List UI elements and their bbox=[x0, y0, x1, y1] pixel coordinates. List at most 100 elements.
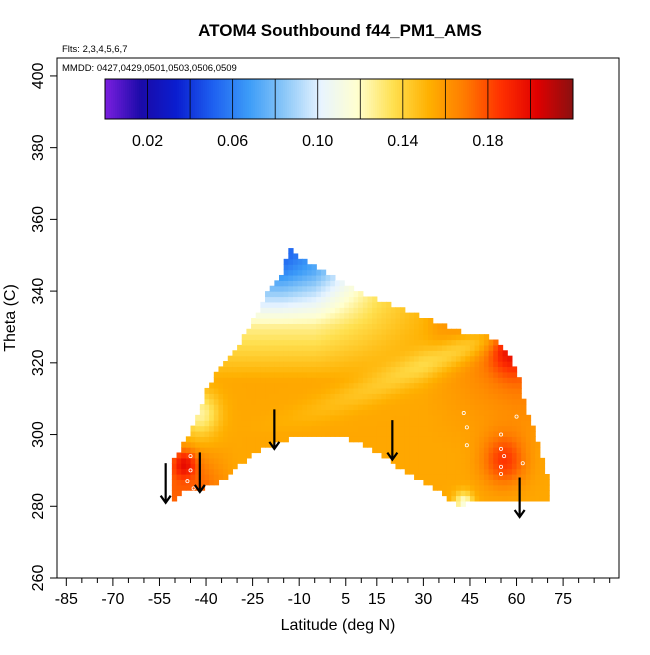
heatmap-cell bbox=[344, 301, 350, 308]
heatmap-cell bbox=[442, 398, 448, 405]
heatmap-cell bbox=[423, 463, 429, 470]
colorbar-swatch bbox=[323, 79, 326, 119]
heatmap-cell bbox=[507, 490, 513, 497]
heatmap-cell bbox=[488, 393, 494, 400]
colorbar-swatch bbox=[413, 79, 416, 119]
heatmap-cell bbox=[199, 474, 206, 480]
heatmap-cell bbox=[344, 393, 350, 400]
heatmap-cell bbox=[497, 377, 504, 384]
heatmap-cell bbox=[209, 393, 215, 400]
heatmap-cell bbox=[460, 479, 466, 486]
heatmap-cell bbox=[428, 441, 434, 448]
heatmap-cell bbox=[451, 474, 457, 480]
heatmap-cell bbox=[306, 269, 313, 276]
heatmap-cell bbox=[442, 447, 448, 454]
heatmap-cell bbox=[292, 334, 299, 341]
colorbar-swatch bbox=[373, 79, 376, 119]
heatmap-cell bbox=[465, 366, 471, 373]
heatmap-cell bbox=[460, 344, 466, 351]
colorbar-swatch bbox=[495, 79, 498, 119]
heatmap-cell bbox=[241, 420, 248, 427]
heatmap-cell bbox=[348, 344, 355, 351]
heatmap-cell bbox=[348, 404, 355, 411]
heatmap-cell bbox=[428, 371, 434, 378]
heatmap-cell bbox=[348, 328, 355, 335]
heatmap-cell bbox=[432, 323, 438, 330]
heatmap-cell bbox=[521, 474, 527, 480]
heatmap-cell bbox=[493, 495, 499, 502]
heatmap-cell bbox=[395, 323, 401, 330]
heatmap-cell bbox=[376, 334, 383, 341]
heatmap-cell bbox=[414, 339, 420, 346]
heatmap-cell bbox=[185, 484, 192, 491]
heatmap-cell bbox=[330, 387, 336, 394]
heatmap-cell bbox=[311, 280, 317, 287]
heatmap-cell bbox=[376, 382, 383, 389]
heatmap-cell bbox=[288, 404, 294, 411]
heatmap-cell bbox=[390, 323, 397, 330]
heatmap-cell bbox=[451, 430, 457, 437]
heatmap-cell bbox=[302, 285, 308, 292]
colorbar-swatch bbox=[161, 79, 164, 119]
heatmap-cell bbox=[483, 474, 490, 480]
heatmap-cell bbox=[232, 420, 238, 427]
heatmap-cell bbox=[302, 425, 308, 432]
heatmap-cell bbox=[265, 334, 271, 341]
heatmap-cell bbox=[297, 301, 303, 308]
colorbar-swatch bbox=[395, 79, 398, 119]
heatmap-cell bbox=[316, 274, 322, 281]
heatmap-cell bbox=[288, 285, 294, 292]
heatmap-cell bbox=[241, 414, 248, 421]
heatmap-cell bbox=[511, 490, 518, 497]
heatmap-cell bbox=[237, 377, 243, 384]
heatmap-cell bbox=[390, 318, 397, 324]
heatmap-cell bbox=[358, 334, 364, 341]
heatmap-cell bbox=[404, 382, 411, 389]
heatmap-cell bbox=[213, 414, 220, 421]
heatmap-cell bbox=[418, 366, 424, 373]
heatmap-cell bbox=[502, 490, 508, 497]
heatmap-cell bbox=[451, 328, 457, 335]
heatmap-cell bbox=[376, 409, 383, 416]
heatmap-cell bbox=[325, 323, 331, 330]
heatmap-cell bbox=[418, 425, 424, 432]
heatmap-cell bbox=[437, 377, 443, 384]
heatmap-cell bbox=[311, 264, 317, 271]
heatmap-cell bbox=[320, 307, 327, 314]
heatmap-cell bbox=[497, 393, 504, 400]
heatmap-cell bbox=[339, 280, 345, 287]
heatmap-cell bbox=[479, 350, 485, 357]
heatmap-cell bbox=[339, 425, 345, 432]
heatmap-cell bbox=[469, 430, 476, 437]
heatmap-cell bbox=[479, 334, 485, 341]
heatmap-cell bbox=[237, 387, 243, 394]
heatmap-cell bbox=[367, 344, 373, 351]
colorbar-swatch bbox=[197, 79, 200, 119]
heatmap-cell bbox=[395, 339, 401, 346]
heatmap-cell bbox=[474, 339, 480, 346]
heatmap-cell bbox=[488, 447, 494, 454]
heatmap-cell bbox=[414, 474, 420, 480]
heatmap-cell bbox=[418, 323, 424, 330]
sample-point bbox=[464, 425, 469, 430]
heatmap-cell bbox=[418, 361, 424, 368]
heatmap-cell bbox=[274, 430, 280, 437]
heatmap-cell bbox=[237, 398, 243, 405]
heatmap-cell bbox=[269, 366, 275, 373]
heatmap-cell bbox=[362, 436, 369, 443]
heatmap-cell bbox=[409, 355, 415, 362]
heatmap-cell bbox=[497, 430, 504, 437]
heatmap-cell bbox=[251, 430, 257, 437]
heatmap-cell bbox=[376, 420, 383, 427]
colorbar-swatch bbox=[319, 79, 322, 119]
heatmap-cell bbox=[479, 387, 485, 394]
heatmap-cell bbox=[204, 474, 210, 480]
heatmap-cell bbox=[288, 393, 294, 400]
heatmap-cell bbox=[455, 377, 462, 384]
colorbar-swatch bbox=[213, 79, 216, 119]
heatmap-cell bbox=[339, 430, 345, 437]
heatmap-cell bbox=[362, 334, 369, 341]
heatmap-cell bbox=[297, 398, 303, 405]
heatmap-cell bbox=[432, 420, 438, 427]
heatmap-cell bbox=[455, 398, 462, 405]
